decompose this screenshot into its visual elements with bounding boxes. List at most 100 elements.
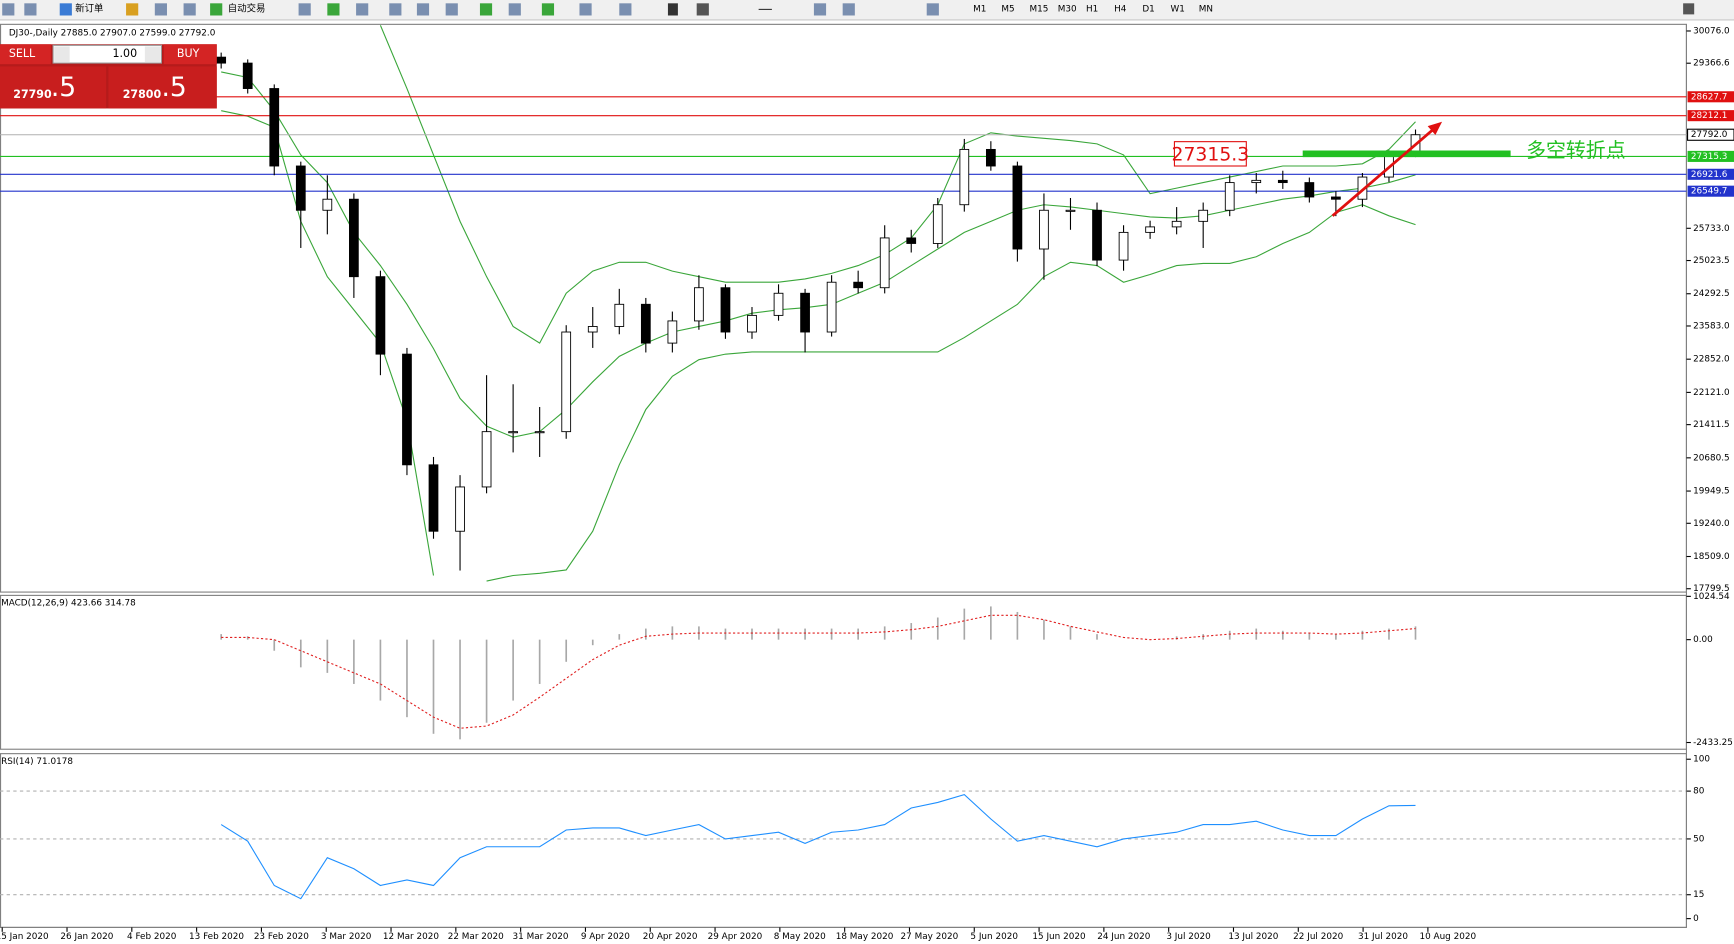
x-tick-label: 22 Mar 2020 — [448, 932, 504, 942]
rsi-line — [220, 794, 1416, 900]
bollinger-band — [221, 110, 1416, 582]
icon[interactable] — [24, 3, 37, 16]
toolbar-button[interactable]: 新订单 — [75, 2, 103, 14]
macd-title: MACD(12,26,9) 423.66 314.78 — [1, 599, 136, 609]
icon[interactable] — [541, 3, 555, 16]
ask-main[interactable]: 27800 — [123, 88, 162, 101]
y-tick-label: 17799.5 — [1693, 584, 1730, 594]
icon[interactable] — [813, 3, 827, 16]
period-button[interactable]: H1 — [1086, 4, 1098, 14]
icon[interactable] — [508, 3, 521, 16]
buy-label[interactable]: BUY — [177, 47, 200, 60]
x-tick-label: 5 Jun 2020 — [970, 932, 1018, 942]
sell-label[interactable]: SELL — [9, 47, 36, 60]
x-tick-label: 29 Apr 2020 — [708, 932, 763, 942]
x-tick-label: 26 Jan 2020 — [60, 932, 113, 942]
icon[interactable] — [696, 3, 709, 16]
icon[interactable] — [479, 3, 493, 16]
x-tick-label: 9 Apr 2020 — [581, 932, 630, 942]
icon[interactable] — [445, 3, 458, 16]
icon[interactable] — [183, 3, 196, 16]
price-label: 27315.3 — [1691, 152, 1728, 162]
buy-button[interactable] — [163, 44, 217, 65]
candle-body — [640, 303, 651, 344]
icon[interactable] — [667, 3, 678, 16]
candle-body — [985, 148, 996, 167]
x-tick-label: 8 May 2020 — [774, 932, 826, 942]
icon[interactable] — [619, 3, 632, 16]
x-tick-label: 31 Mar 2020 — [513, 932, 569, 942]
period-button[interactable]: M5 — [1001, 4, 1014, 14]
period-button[interactable]: W1 — [1171, 4, 1185, 14]
lots-value[interactable]: 1.00 — [113, 47, 138, 60]
candle-body — [428, 464, 439, 532]
lots-input[interactable] — [52, 44, 163, 64]
sell-button[interactable] — [0, 44, 51, 65]
sell-price-box[interactable] — [0, 66, 107, 109]
icon[interactable] — [59, 3, 72, 16]
chart-title: DJ30-,Daily 27885.0 27907.0 27599.0 2779… — [9, 29, 216, 39]
icon[interactable] — [356, 3, 369, 16]
icon[interactable] — [126, 3, 139, 16]
lots-up[interactable] — [144, 46, 161, 62]
candle-body — [269, 88, 280, 167]
period-button[interactable]: M30 — [1058, 4, 1077, 14]
x-tick-label: 4 Feb 2020 — [127, 932, 177, 942]
candle-body — [1012, 165, 1023, 250]
candle-body — [455, 486, 465, 532]
x-tick-label: 27 May 2020 — [901, 932, 959, 942]
y-tick-label: 1024.54 — [1693, 592, 1730, 602]
period-button[interactable]: H4 — [1114, 4, 1127, 14]
y-tick-label: 80 — [1693, 787, 1705, 797]
candle-body — [959, 148, 970, 206]
candle-body — [242, 62, 253, 89]
toolbar-button[interactable]: 自动交易 — [228, 2, 266, 14]
macd-signal — [221, 614, 1416, 729]
y-tick-label: 29366.6 — [1693, 59, 1730, 69]
x-tick-label: 18 May 2020 — [836, 932, 894, 942]
candle-body — [1277, 179, 1288, 184]
icon[interactable] — [154, 3, 167, 16]
ask-pips[interactable]: .5 — [161, 72, 186, 103]
icon[interactable] — [579, 3, 592, 16]
icon[interactable] — [2, 3, 15, 16]
candle-body — [1145, 226, 1155, 233]
x-tick-label: 20 Apr 2020 — [643, 932, 698, 942]
trend-arrow-head — [1427, 121, 1443, 136]
icon[interactable] — [842, 3, 855, 16]
period-button[interactable]: M1 — [973, 4, 986, 14]
price-label-box — [1687, 110, 1734, 122]
period-button[interactable]: D1 — [1142, 4, 1154, 14]
lots-down[interactable] — [54, 46, 70, 62]
candle-body — [216, 56, 227, 64]
rsi-title: RSI(14) 71.0178 — [1, 757, 73, 767]
candle-body — [773, 292, 784, 316]
y-tick-label: 24292.5 — [1693, 289, 1730, 299]
x-tick-label: 15 Jun 2020 — [1032, 932, 1086, 942]
icon[interactable] — [210, 3, 223, 16]
icon[interactable] — [298, 3, 311, 16]
y-tick-label: 25023.5 — [1693, 256, 1730, 266]
y-tick-label: 23583.0 — [1693, 321, 1730, 331]
icon[interactable] — [389, 3, 402, 16]
price-label-box — [1687, 150, 1734, 162]
period-button[interactable]: MN — [1199, 4, 1213, 14]
x-tick-label: 12 Mar 2020 — [383, 932, 439, 942]
price-label: 28212.1 — [1691, 111, 1728, 121]
period-button[interactable]: M15 — [1030, 4, 1049, 14]
candle-body — [1092, 209, 1102, 261]
y-tick-label: 20680.5 — [1693, 453, 1730, 463]
icon[interactable] — [758, 8, 772, 10]
buy-price-box[interactable] — [108, 66, 217, 109]
icon[interactable] — [1683, 3, 1695, 15]
x-tick-label: 13 Feb 2020 — [189, 932, 244, 942]
bid-main[interactable]: 27790 — [13, 88, 52, 101]
y-tick-label: 100 — [1693, 755, 1710, 765]
bid-pips[interactable]: .5 — [51, 72, 76, 103]
trend-arrow — [1331, 128, 1435, 217]
icon[interactable] — [416, 3, 430, 16]
candle-body — [508, 431, 518, 434]
icon[interactable] — [926, 3, 939, 16]
icon[interactable] — [327, 3, 340, 16]
